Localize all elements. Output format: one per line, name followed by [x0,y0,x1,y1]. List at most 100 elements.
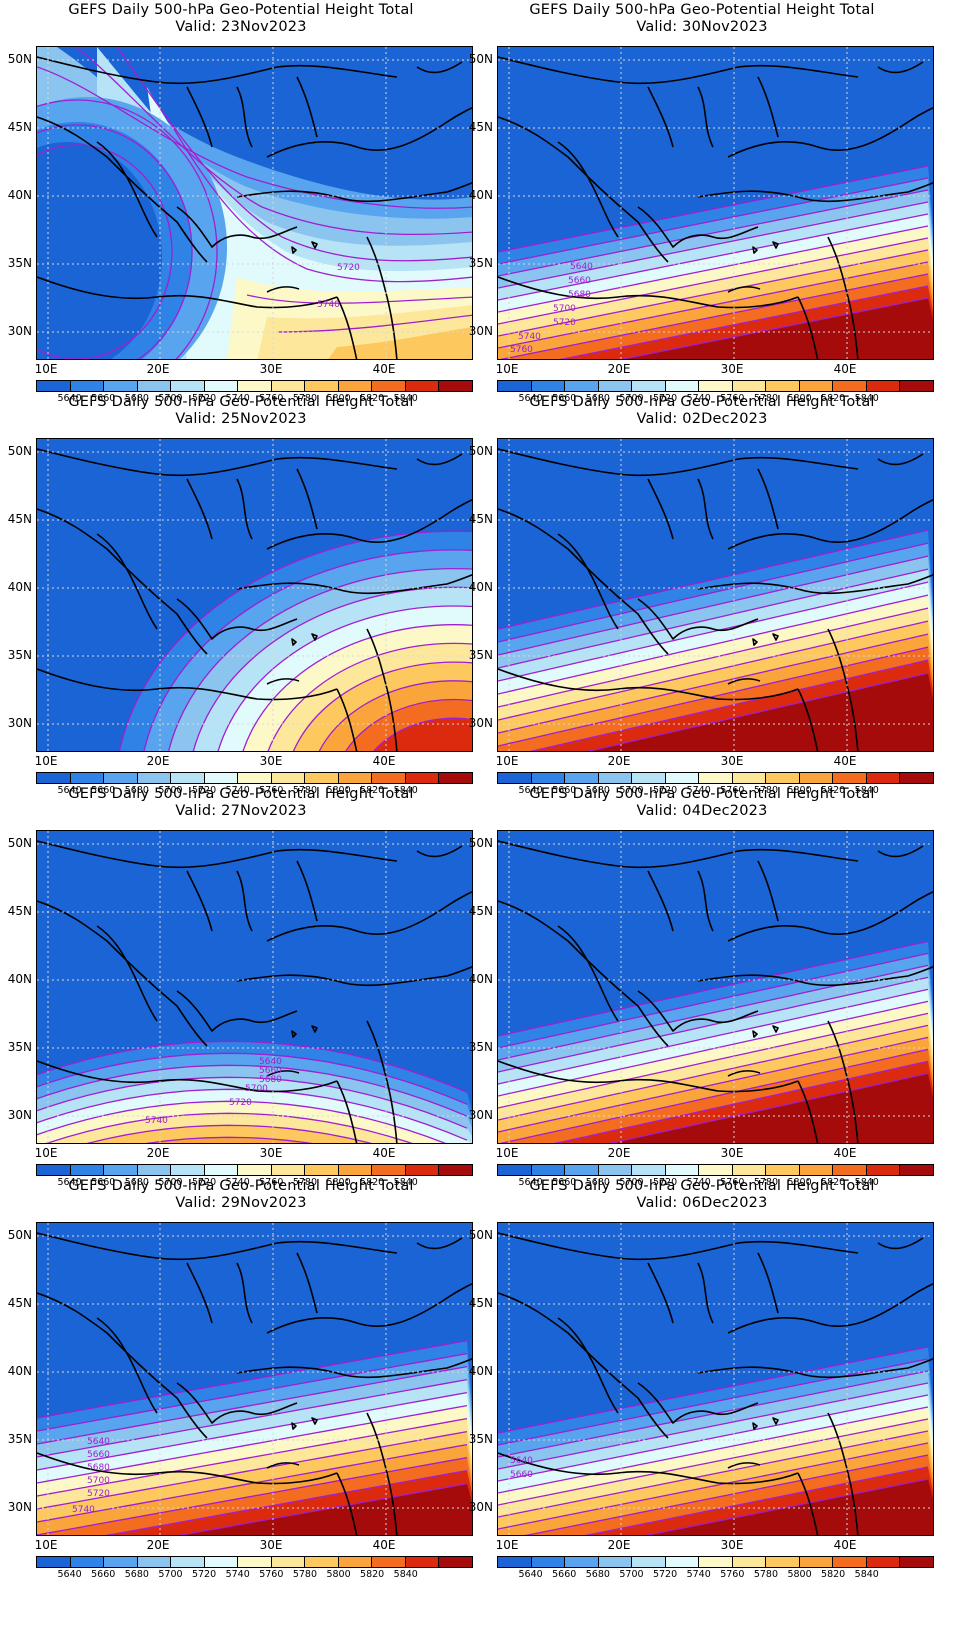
colorbar-label: 5800 [326,1569,351,1580]
latitude-label: 45N [7,120,32,134]
contour-label: 5640 [259,1057,282,1067]
latitude-label: 45N [7,1296,32,1310]
contour-label: 5740 [317,300,340,310]
colorbar [36,1556,473,1568]
contour-label: 5740 [145,1116,168,1126]
colorbar-label: 5680 [585,1177,610,1188]
colorbar-swatch [372,1165,406,1175]
colorbar-label: 5720 [652,393,678,404]
colorbar-label: 5740 [686,393,711,404]
colorbar-label: 5760 [720,393,745,404]
colorbar-label: 5640 [57,785,82,796]
colorbar-swatch [799,1557,834,1567]
colorbar-label: 5820 [360,393,385,404]
colorbar-label: 5800 [787,785,812,796]
colorbar-label: 5720 [191,393,217,404]
colorbar-labels: 5640 5660 5680 5700 5720 5740 5760 5780 5800 5820… [36,1569,473,1583]
colorbar-swatch [833,1165,867,1175]
colorbar-swatch [305,1557,339,1567]
latitude-label: 50N [468,836,493,850]
colorbar-swatch [37,1557,71,1567]
colorbar-swatch [565,381,599,391]
latitude-label: 35N [7,648,32,662]
colorbar-swatch [632,1165,666,1175]
colorbar-label: 5760 [720,1177,745,1188]
longitude-label: 20E [607,1146,631,1160]
colorbar-label: 5740 [225,1177,250,1188]
longitude-label: 40E [833,1538,857,1552]
colorbar [497,380,934,392]
longitude-label: 30E [720,1538,744,1552]
colorbar-swatch [104,773,138,783]
colorbar-swatch [565,773,599,783]
title-text: GEFS Daily 500-hPa Geo-Potential Height … [68,1178,414,1194]
map-canvas [498,439,933,751]
contour-label: 5640 [510,1456,533,1466]
colorbar-swatch [531,773,566,783]
colorbar [497,772,934,784]
colorbar-swatch [866,381,901,391]
colorbar-swatch [598,773,633,783]
latitude-label: 40N [7,580,32,594]
colorbar-swatch [531,381,566,391]
longitude-label: 30E [720,362,744,376]
colorbar-label: 5840 [393,1177,418,1188]
colorbar-swatch [238,1165,272,1175]
colorbar-swatch [338,773,373,783]
colorbar-label: 5760 [259,1177,284,1188]
geopotential-height-map: 5640 5660 5680 5700 5720 5740 [36,830,473,1144]
colorbar-label: 5660 [91,785,116,796]
colorbar-label: 5680 [124,1569,149,1580]
contour-label: 5720 [87,1489,110,1499]
colorbar-swatch [732,1165,767,1175]
colorbar-swatch [439,773,472,783]
colorbar-swatch [338,1557,373,1567]
latitude-label: 45N [468,904,493,918]
longitude-label: 30E [720,754,744,768]
colorbar-swatch [372,773,406,783]
colorbar-swatch [305,1165,339,1175]
longitude-label: 40E [833,754,857,768]
map-panel: GEFS Daily 500-hPa Geo-Potential Height … [0,1176,482,1586]
colorbar-swatch [238,381,272,391]
colorbar-label: 5700 [619,393,644,404]
colorbar-swatch [104,1165,138,1175]
colorbar-swatch [439,1165,472,1175]
colorbar-label: 5720 [652,1569,678,1580]
colorbar-swatch [766,773,800,783]
colorbar-swatch [338,1165,373,1175]
colorbar-swatch [531,1557,566,1567]
latitude-label: 35N [7,1040,32,1054]
valid-date: Valid: 23Nov2023 [175,19,307,35]
latitude-label: 50N [468,444,493,458]
colorbar-label: 5660 [552,785,577,796]
latitude-label: 35N [7,256,32,270]
colorbar-swatch [37,381,71,391]
geopotential-height-map [497,438,934,752]
title-text: GEFS Daily 500-hPa Geo-Potential Height … [529,2,875,18]
colorbar-swatch [271,381,306,391]
colorbar-swatch [137,1165,172,1175]
longitude-label: 20E [146,754,170,768]
panel-title: GEFS Daily 500-hPa Geo-Potential Height … [0,1178,482,1212]
colorbar-swatch [665,773,700,783]
longitude-label: 10E [495,754,519,768]
colorbar-swatch [699,1165,733,1175]
longitude-label: 10E [34,754,58,768]
colorbar-swatch [732,381,767,391]
colorbar-label: 5640 [518,393,543,404]
colorbar-swatch [238,773,272,783]
colorbar-label: 5820 [821,1569,846,1580]
latitude-label: 40N [7,188,32,202]
geopotential-height-map: 5720 5740 [36,46,473,360]
map-panel: GEFS Daily 500-hPa Geo-Potential Height … [0,392,482,802]
colorbar-swatch [900,1557,933,1567]
title-text: GEFS Daily 500-hPa Geo-Potential Height … [529,394,875,410]
colorbar-label: 5820 [821,785,846,796]
panel-title: GEFS Daily 500-hPa Geo-Potential Height … [0,394,482,428]
latitude-label: 50N [7,1228,32,1242]
latitude-label: 30N [468,716,493,730]
colorbar-swatch [271,1165,306,1175]
colorbar-label: 5780 [753,1569,779,1580]
colorbar-label: 5800 [326,1177,351,1188]
